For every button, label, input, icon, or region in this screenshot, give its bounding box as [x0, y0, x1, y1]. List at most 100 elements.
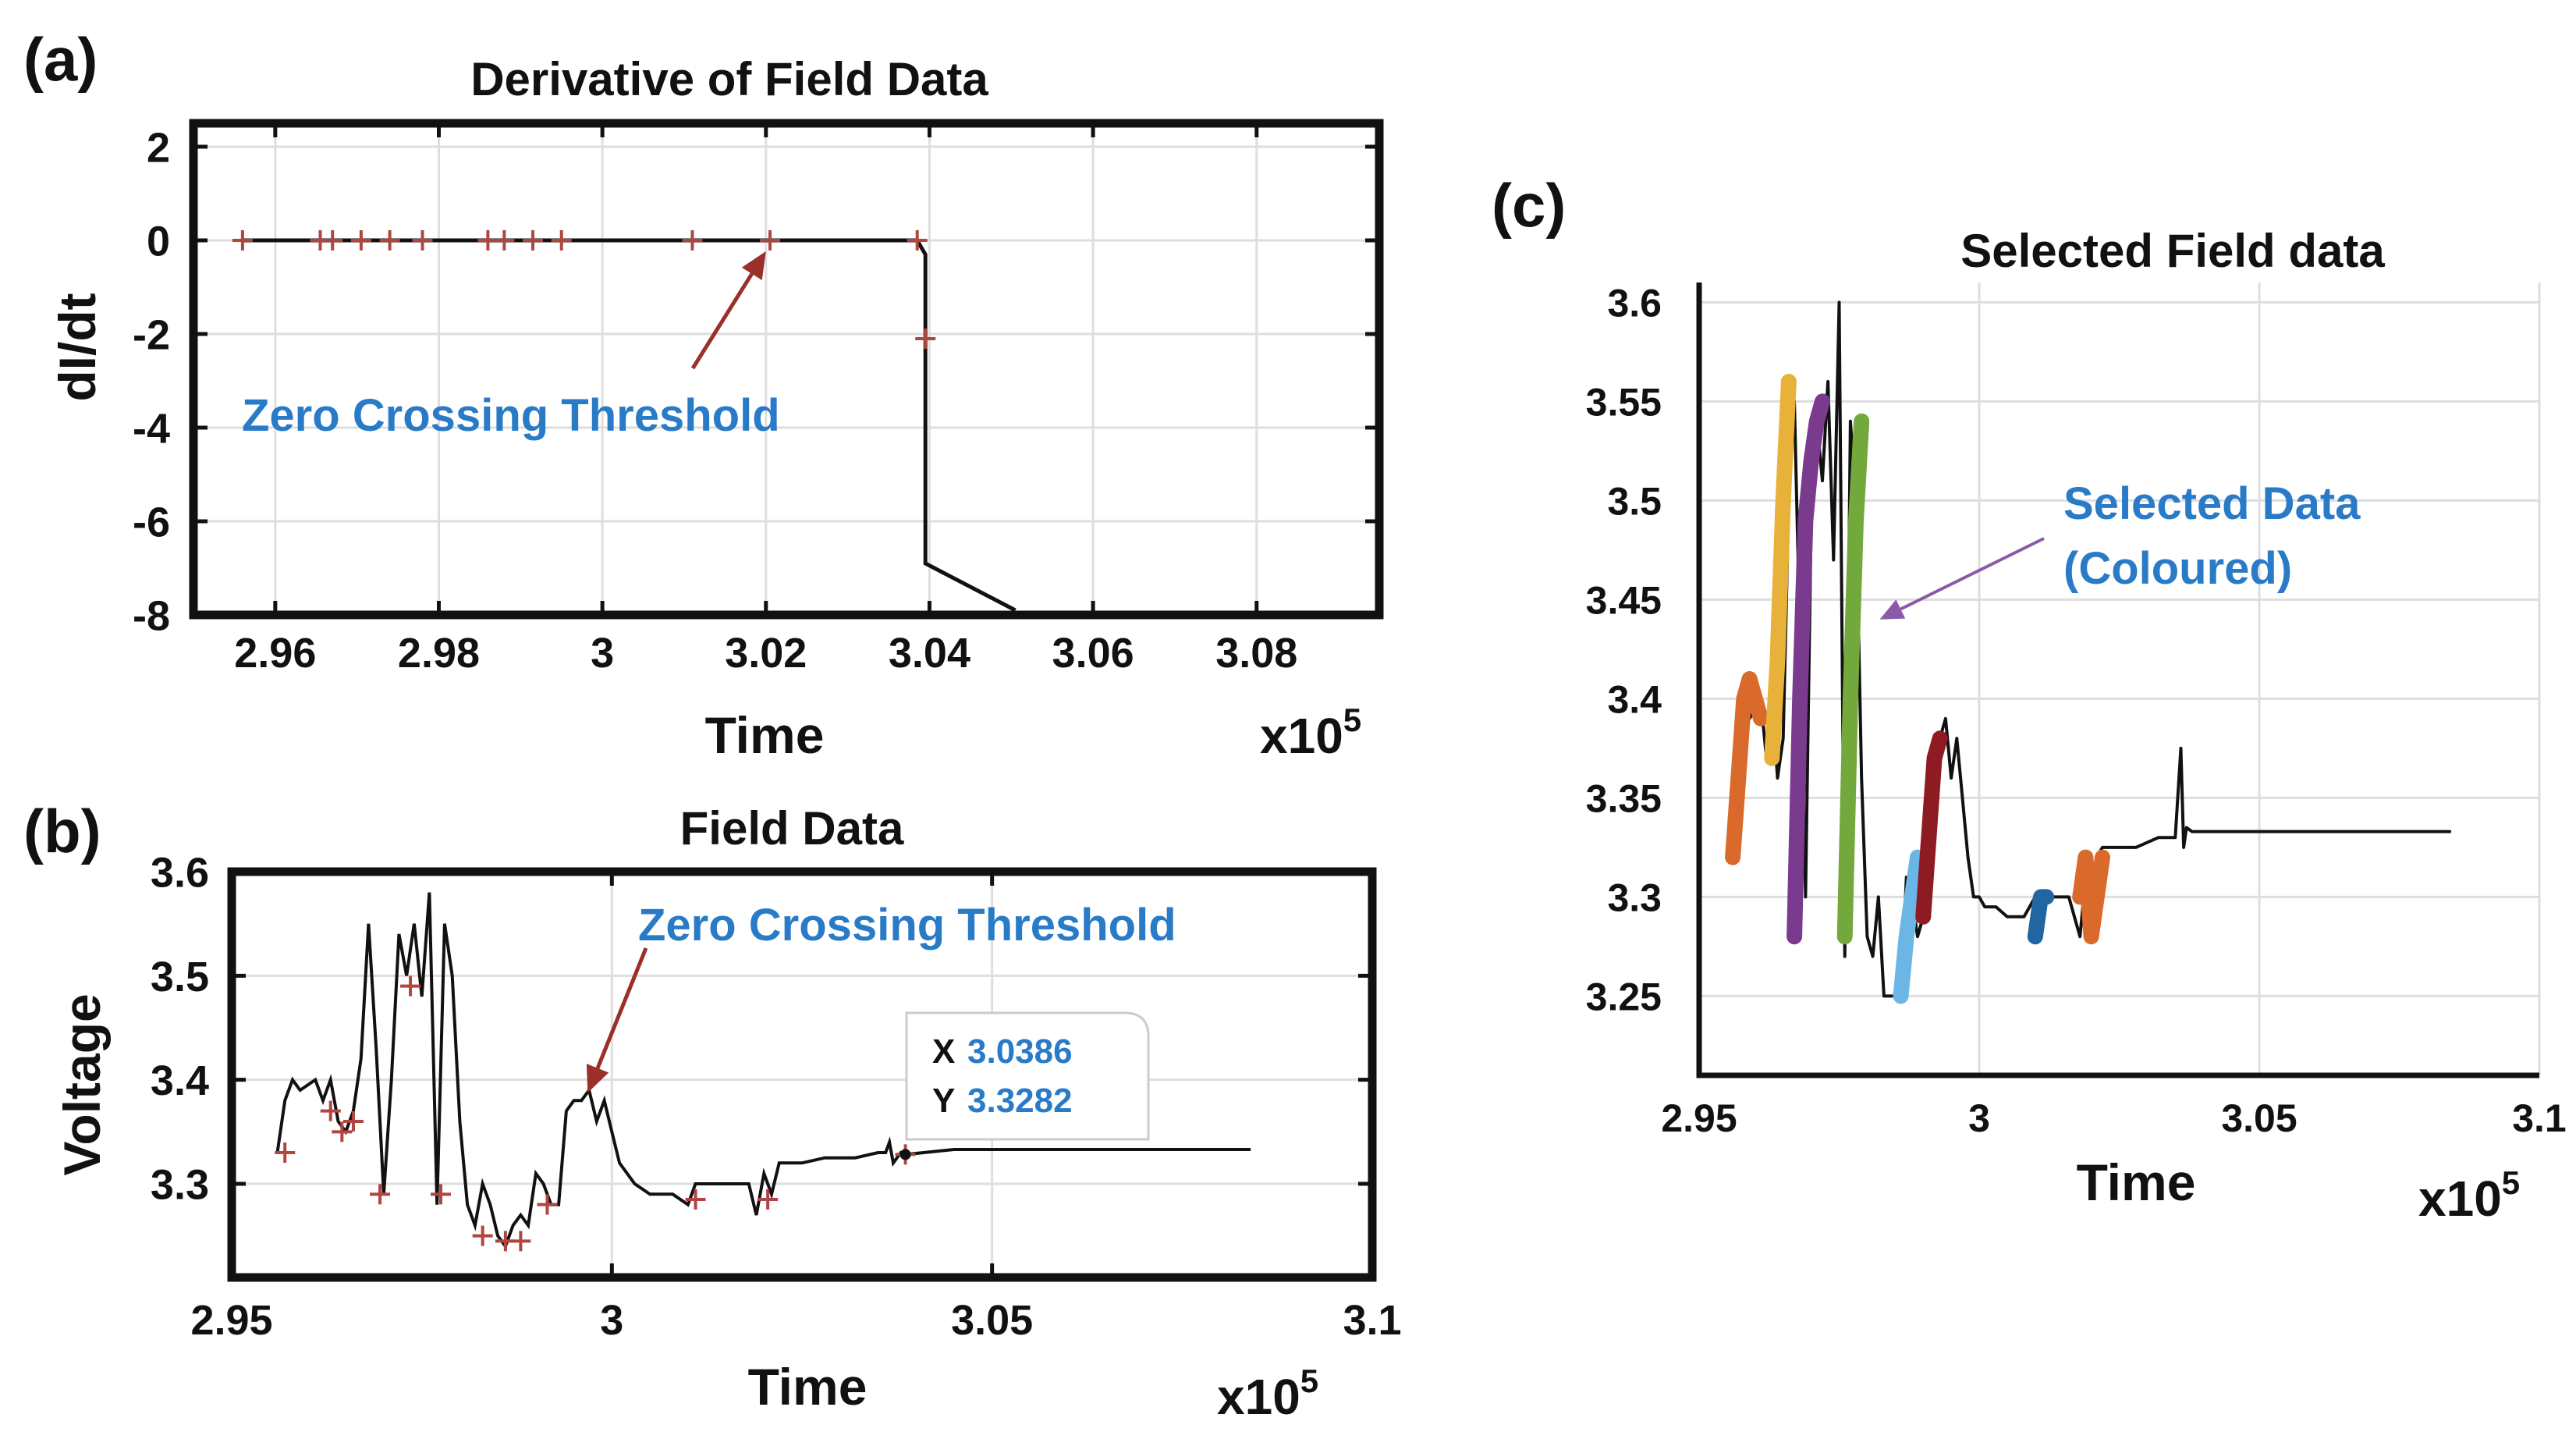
panel-c-series [1725, 300, 2452, 1004]
crossing-marker [275, 1142, 296, 1163]
x-tick-label: 3.06 [1052, 630, 1134, 677]
panel-a-x-label: Time [705, 706, 825, 764]
crossing-marker [523, 230, 544, 250]
crossing-marker [758, 1189, 779, 1210]
panel-b-title: Field Data [680, 802, 904, 855]
y-tick-label: 3.3 [151, 1161, 209, 1208]
y-tick-label: 3.6 [151, 849, 209, 896]
panel-a-x-ticks: 2.96 2.98 3 3.02 3.04 3.06 3.08 [234, 123, 1297, 677]
y-tick-label: 3.4 [151, 1057, 209, 1104]
x-tick-label: 3 [591, 630, 614, 677]
crossing-marker [551, 230, 572, 250]
panel-a-annotation-arrowhead [741, 251, 766, 280]
series-selected-orange-1 [1725, 671, 1769, 865]
crossing-marker [342, 1111, 364, 1132]
y-tick-label: 3.55 [1586, 380, 1662, 424]
crossing-marker [472, 1225, 493, 1246]
y-tick-label: 0 [147, 218, 170, 265]
panel-b-annotation-arrow [595, 947, 648, 1069]
panel-b-x-multiplier: x105 [1217, 1363, 1318, 1425]
crossing-marker [682, 230, 703, 250]
crossing-marker [320, 1100, 341, 1121]
panel-a-axes-box [189, 119, 1384, 620]
series-selected-yellow [1764, 374, 1797, 766]
panel-b: (b) Field Data 2.95 3 3.05 3.1 3.6 3.5 3.4 3.3… [23, 797, 1402, 1425]
y-tick-label: -6 [133, 499, 170, 545]
crossing-marker [685, 1189, 706, 1210]
crossing-marker [322, 230, 343, 250]
y-tick-label: 3.5 [1607, 479, 1662, 523]
panel-a-title: Derivative of Field Data [470, 53, 988, 105]
panel-b-annotation: Zero Crossing Threshold [638, 900, 1176, 950]
panel-c-x-ticks: 2.95 3 3.05 3.1 [1661, 1096, 2566, 1140]
panel-a: (a) Derivative of Field Data 2.96 2.98 3 3.… [23, 25, 1384, 764]
x-tick-label: 3.08 [1215, 630, 1297, 677]
panel-b-datatip-y-label: Y [932, 1082, 955, 1120]
panel-c-annotation-arrow [1900, 537, 2045, 611]
x-tick-label: 3 [1968, 1096, 1990, 1140]
panel-b-y-label: Voltage [53, 993, 111, 1175]
crossing-marker [431, 1184, 452, 1205]
y-tick-label: 3.4 [1607, 677, 1662, 721]
x-tick-label: 2.95 [190, 1297, 272, 1344]
panel-c: (c) Selected Field data 2.95 3 3.05 3.1 3.6… [1492, 171, 2567, 1227]
series-selected-darkred [1915, 730, 1948, 925]
series-selected-lightblue [1893, 849, 1925, 1004]
series-selected-orange-2 [2072, 849, 2110, 945]
panel-c-x-multiplier: x105 [2418, 1164, 2520, 1227]
series-selected-darkblue [2027, 889, 2055, 945]
crossing-marker [537, 1194, 558, 1215]
crossing-marker [412, 230, 433, 250]
y-tick-label: -4 [133, 405, 170, 452]
x-tick-label: 2.98 [398, 630, 480, 677]
panel-c-y-ticks: 3.6 3.55 3.5 3.45 3.4 3.35 3.3 3.25 [1586, 281, 1662, 1018]
crossing-marker [915, 329, 936, 349]
panel-a-annotation-arrow [690, 272, 754, 370]
panel-a-annotation: Zero Crossing Threshold [242, 390, 780, 441]
panel-b-datatip-point [899, 1149, 911, 1160]
panel-b-annotation-arrowhead [586, 1064, 609, 1093]
x-tick-label: 3.05 [951, 1297, 1033, 1344]
crossing-marker [494, 230, 515, 250]
crossing-marker [379, 230, 400, 250]
panel-c-title: Selected Field data [1960, 225, 2385, 277]
crossing-marker [232, 230, 253, 250]
panel-b-datatip-y-value: 3.3282 [967, 1082, 1073, 1120]
panel-a-x-multiplier: x105 [1260, 702, 1361, 764]
panel-c-annotation-line1: Selected Data [2063, 478, 2361, 529]
y-tick-label: 3.35 [1586, 776, 1662, 820]
panel-b-datatip-x-value: 3.0386 [967, 1032, 1073, 1071]
y-tick-label: 3.25 [1586, 975, 1662, 1018]
x-tick-label: 3.05 [2221, 1096, 2297, 1140]
y-tick-label: 3.3 [1607, 876, 1662, 919]
x-tick-label: 3.1 [1343, 1297, 1401, 1344]
crossing-marker [332, 1121, 353, 1142]
x-tick-label: 3 [600, 1297, 623, 1344]
series-selected-green [1836, 413, 1870, 945]
y-tick-label: 3.6 [1607, 281, 1662, 325]
y-tick-label: 3.45 [1586, 578, 1662, 622]
y-tick-label: -8 [133, 592, 170, 639]
panel-b-label: (b) [23, 797, 101, 865]
crossing-marker [350, 230, 371, 250]
panel-b-datatip-x-label: X [932, 1032, 955, 1071]
x-tick-label: 3.02 [725, 630, 807, 677]
panel-a-markers [232, 230, 936, 349]
panel-a-grid [193, 123, 1379, 616]
panel-b-axes-box [227, 867, 1377, 1282]
panel-b-datatip-box [905, 1011, 1150, 1141]
x-tick-label: 3.1 [2512, 1096, 2567, 1140]
crossing-marker [400, 975, 421, 997]
crossing-marker [760, 230, 781, 250]
panel-c-annotation-arrowhead [1879, 599, 1906, 620]
crossing-marker [370, 1184, 391, 1205]
x-tick-label: 2.95 [1661, 1096, 1737, 1140]
panel-c-axes-frame [1696, 282, 2539, 1078]
y-tick-label: -2 [133, 311, 170, 358]
panel-a-label: (a) [23, 25, 98, 94]
panel-a-y-ticks: 2 0 -2 -4 -6 -8 [133, 124, 1379, 639]
x-tick-label: 3.04 [889, 630, 970, 677]
panel-b-datatip[interactable]: X 3.0386 Y 3.3282 [905, 1011, 1150, 1141]
y-tick-label: 2 [147, 124, 170, 171]
